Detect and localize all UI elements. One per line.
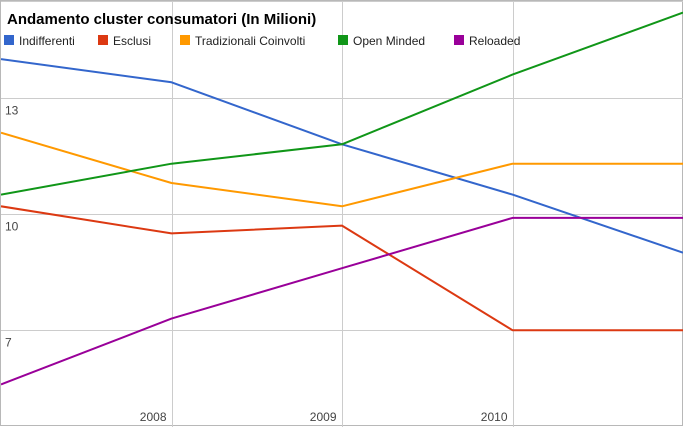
legend-swatch: [4, 35, 14, 45]
x-tick-label: 2008: [140, 410, 167, 424]
legend-swatch: [338, 35, 348, 45]
axis-layer: 13 10 7 2008 2009 2010: [5, 104, 508, 425]
legend-item-reloaded[interactable]: Reloaded: [454, 34, 520, 48]
x-tick-label: 2009: [310, 410, 337, 424]
legend: Indifferenti Esclusi Tradizionali Coinvolt…: [4, 34, 520, 48]
legend-item-indifferenti[interactable]: Indifferenti: [4, 34, 75, 48]
legend-label: Indifferenti: [19, 34, 75, 48]
y-tick-label: 7: [5, 336, 12, 350]
legend-label: Esclusi: [113, 34, 151, 48]
legend-swatch: [98, 35, 108, 45]
chart-title: Andamento cluster consumatori (In Milion…: [7, 11, 316, 28]
legend-swatch: [180, 35, 190, 45]
legend-item-tradizionali-coinvolti[interactable]: Tradizionali Coinvolti: [180, 34, 305, 48]
y-tick-label: 10: [5, 220, 19, 234]
y-tick-label: 13: [5, 104, 19, 118]
legend-label: Reloaded: [469, 34, 520, 48]
legend-label: Tradizionali Coinvolti: [195, 34, 305, 48]
legend-item-open-minded[interactable]: Open Minded: [338, 34, 425, 48]
legend-label: Open Minded: [353, 34, 425, 48]
legend-swatch: [454, 35, 464, 45]
legend-item-esclusi[interactable]: Esclusi: [98, 34, 151, 48]
x-tick-label: 2010: [481, 410, 508, 424]
